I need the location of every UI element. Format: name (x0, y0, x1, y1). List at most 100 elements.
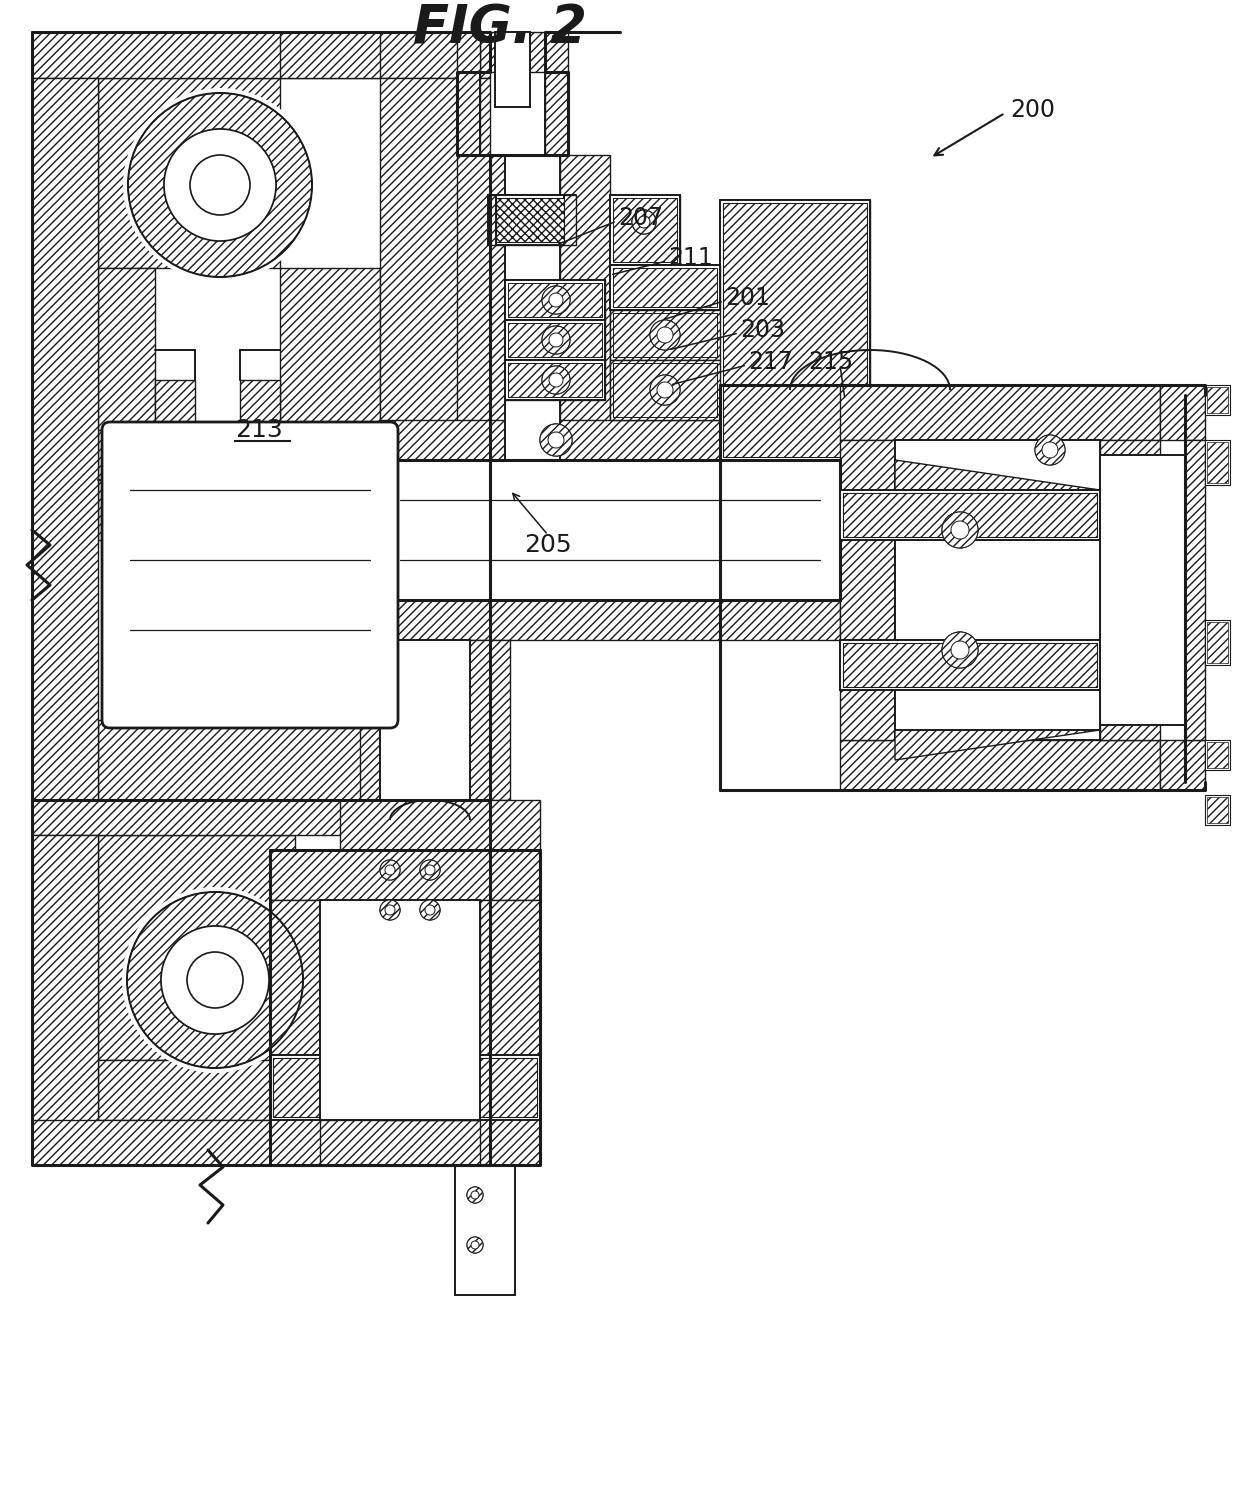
Wedge shape (542, 366, 570, 395)
Bar (495, 31, 529, 108)
Polygon shape (458, 72, 480, 155)
Polygon shape (839, 386, 1159, 440)
Polygon shape (720, 200, 870, 460)
Polygon shape (546, 72, 568, 155)
Circle shape (542, 286, 570, 314)
Circle shape (632, 209, 656, 235)
Polygon shape (98, 78, 280, 268)
Polygon shape (613, 268, 717, 306)
Wedge shape (942, 511, 978, 549)
Circle shape (467, 1187, 484, 1203)
Polygon shape (1207, 387, 1228, 413)
Wedge shape (650, 320, 680, 350)
Polygon shape (1207, 797, 1228, 824)
Polygon shape (839, 440, 895, 740)
Polygon shape (32, 836, 98, 1165)
Polygon shape (379, 78, 490, 800)
Polygon shape (610, 309, 720, 360)
FancyBboxPatch shape (102, 422, 398, 728)
Polygon shape (32, 800, 490, 836)
Polygon shape (1207, 622, 1228, 662)
Polygon shape (480, 900, 539, 1165)
Polygon shape (613, 363, 717, 417)
Bar (895, 490, 1100, 730)
Polygon shape (458, 155, 505, 531)
Polygon shape (340, 800, 539, 851)
Text: 217: 217 (748, 350, 792, 374)
Polygon shape (32, 31, 490, 78)
Polygon shape (839, 740, 1159, 789)
Circle shape (542, 366, 570, 395)
Wedge shape (632, 209, 656, 235)
Polygon shape (1207, 443, 1228, 483)
Polygon shape (32, 78, 98, 800)
Polygon shape (379, 599, 839, 640)
Circle shape (379, 860, 401, 881)
Circle shape (161, 925, 269, 1035)
Text: 211: 211 (668, 247, 713, 271)
Circle shape (542, 326, 570, 354)
Circle shape (420, 900, 440, 919)
Polygon shape (843, 643, 1097, 688)
Bar (496, 194, 564, 245)
Circle shape (1038, 568, 1083, 611)
Polygon shape (155, 380, 195, 431)
Wedge shape (379, 860, 401, 881)
Bar (320, 900, 480, 1120)
Text: 207: 207 (618, 206, 663, 230)
Polygon shape (505, 280, 605, 320)
Polygon shape (480, 31, 546, 72)
Polygon shape (895, 460, 1100, 759)
Bar (270, 1055, 539, 1120)
Circle shape (539, 425, 572, 456)
Polygon shape (458, 31, 480, 72)
Wedge shape (1035, 435, 1065, 465)
Bar (505, 280, 605, 320)
Polygon shape (508, 323, 601, 357)
Text: 215: 215 (808, 350, 853, 374)
Polygon shape (280, 268, 379, 431)
Polygon shape (489, 194, 577, 245)
Wedge shape (128, 93, 312, 277)
Text: 213: 213 (236, 419, 283, 443)
Circle shape (1035, 435, 1065, 465)
Bar (505, 320, 605, 360)
Text: 201: 201 (725, 286, 770, 309)
Polygon shape (270, 900, 320, 1165)
Circle shape (379, 900, 401, 919)
Circle shape (420, 860, 440, 881)
Wedge shape (126, 893, 303, 1067)
Polygon shape (280, 31, 379, 78)
Polygon shape (613, 197, 677, 262)
Wedge shape (420, 860, 440, 881)
Circle shape (467, 1236, 484, 1253)
Polygon shape (496, 197, 564, 242)
Polygon shape (508, 363, 601, 398)
Polygon shape (98, 836, 295, 1060)
Bar (839, 490, 1100, 540)
Polygon shape (98, 431, 155, 480)
Bar (895, 440, 1100, 740)
Polygon shape (546, 31, 568, 72)
Polygon shape (1207, 742, 1228, 768)
Circle shape (942, 511, 978, 549)
Polygon shape (379, 420, 839, 460)
Circle shape (122, 887, 308, 1073)
Polygon shape (270, 851, 539, 900)
Circle shape (123, 88, 317, 283)
Bar (1205, 440, 1230, 484)
Circle shape (942, 632, 978, 668)
Polygon shape (723, 203, 867, 457)
Polygon shape (843, 493, 1097, 537)
Polygon shape (610, 360, 720, 420)
Polygon shape (508, 283, 601, 317)
Bar (455, 1165, 515, 1295)
Polygon shape (98, 721, 379, 800)
Wedge shape (467, 1187, 484, 1203)
Bar (1205, 795, 1230, 825)
Wedge shape (467, 1236, 484, 1253)
Bar (1205, 386, 1230, 416)
Polygon shape (1100, 440, 1159, 740)
Circle shape (187, 952, 243, 1008)
Bar (610, 265, 720, 309)
